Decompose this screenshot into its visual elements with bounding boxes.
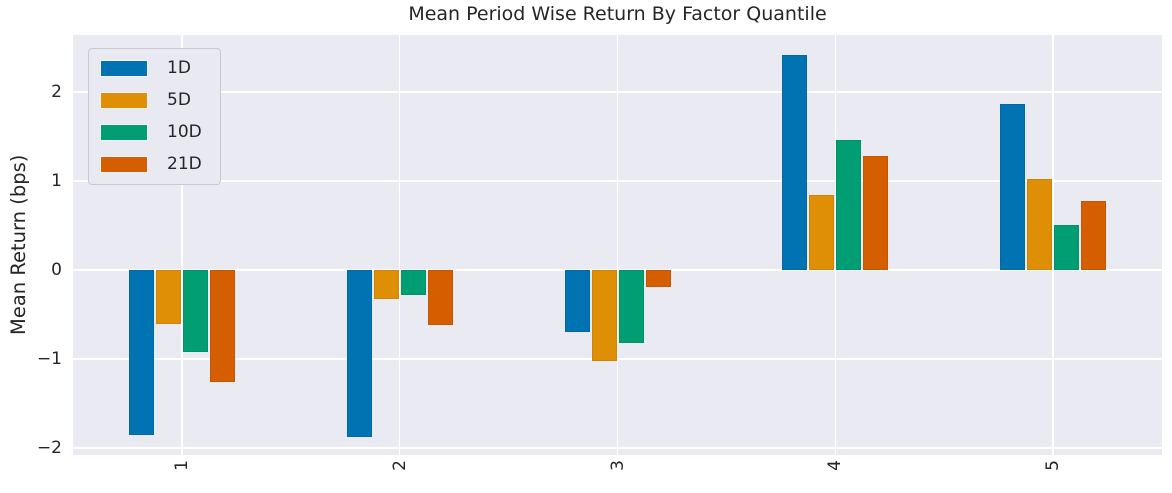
bar-10d-q4 (836, 140, 862, 270)
x-tick-label: 5 (1043, 460, 1064, 471)
legend-label: 10D (167, 122, 202, 142)
plot-area: 1D 5D 10D 21D (73, 35, 1162, 455)
gridline-vertical (181, 35, 183, 455)
y-tick-label: 2 (51, 81, 62, 102)
y-tick-label: 0 (51, 259, 62, 280)
legend-swatch-5d (100, 91, 148, 109)
bar-10d-q5 (1054, 224, 1080, 270)
bar-21d-q1 (209, 269, 235, 383)
bar-10d-q1 (182, 269, 208, 352)
gridline-vertical (834, 35, 837, 455)
chart-title: Mean Period Wise Return By Factor Quanti… (408, 3, 827, 25)
bar-1d-q2 (346, 269, 372, 438)
legend-swatch-10d (100, 123, 148, 141)
bar-1d-q5 (1000, 104, 1026, 270)
x-tick-label: 3 (607, 460, 628, 471)
bar-5d-q4 (809, 195, 835, 270)
bar-21d-q3 (645, 269, 671, 287)
legend: 1D 5D 10D 21D (88, 48, 221, 185)
legend-item-21d: 21D (100, 154, 202, 174)
bar-21d-q4 (863, 156, 889, 270)
x-tick-label: 1 (171, 460, 192, 471)
bar-5d-q5 (1027, 179, 1053, 270)
y-tick-label: −1 (36, 348, 62, 369)
bar-5d-q2 (373, 269, 399, 300)
legend-item-1d: 1D (100, 58, 202, 78)
legend-item-5d: 5D (100, 90, 202, 110)
legend-label: 21D (167, 154, 202, 174)
legend-label: 1D (167, 58, 191, 78)
y-tick-label: −2 (36, 437, 62, 458)
x-tick-label: 4 (825, 460, 846, 471)
bar-5d-q3 (591, 269, 617, 361)
bar-5d-q1 (155, 269, 181, 325)
legend-label: 5D (167, 90, 191, 110)
gridline-vertical (616, 35, 619, 455)
bar-21d-q5 (1081, 200, 1107, 270)
bar-21d-q2 (427, 269, 453, 326)
bar-1d-q1 (128, 269, 154, 436)
bar-1d-q4 (782, 55, 808, 270)
gridline-vertical (1052, 35, 1054, 455)
bar-10d-q3 (618, 269, 644, 343)
x-tick-label: 2 (389, 460, 410, 471)
legend-item-10d: 10D (100, 122, 202, 142)
legend-swatch-21d (100, 155, 148, 173)
y-tick-label: 1 (51, 170, 62, 191)
legend-swatch-1d (100, 59, 148, 77)
gridline-vertical (398, 35, 401, 455)
bar-10d-q2 (400, 269, 426, 295)
bar-1d-q3 (564, 269, 590, 333)
